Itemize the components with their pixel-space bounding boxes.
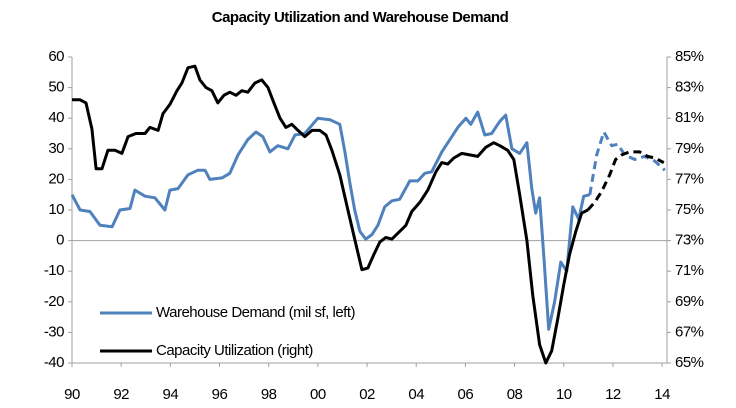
x-tick-label: 02 (359, 386, 375, 403)
x-tick-label: 90 (64, 386, 80, 403)
forecast-line (586, 150, 665, 212)
x-tick-label: 94 (163, 386, 179, 403)
data-line (72, 64, 589, 365)
y2-tick-label: 85% (675, 48, 704, 65)
y2-tick-label: 83% (675, 79, 704, 96)
x-tick-label: 12 (605, 386, 621, 403)
y2-tick-label: 77% (675, 170, 704, 187)
y2-tick-label: 69% (675, 293, 704, 310)
legend-label: Capacity Utilization (right) (156, 342, 313, 359)
y2-tick-label: 73% (675, 232, 704, 249)
legend-label: Warehouse Demand (mil sf, left) (156, 304, 356, 321)
y-tick-label: 50 (48, 79, 64, 96)
y-tick-label: -30 (44, 323, 64, 340)
y2-tick-label: 71% (675, 262, 704, 279)
x-tick-label: 14 (654, 386, 670, 403)
y-tick-label: -40 (44, 354, 64, 371)
y2-tick-label: 81% (675, 109, 704, 126)
chart-title: Capacity Utilization and Warehouse Deman… (212, 9, 509, 26)
y2-tick-label: 75% (675, 201, 704, 218)
x-tick-label: 92 (113, 386, 129, 403)
y2-tick-label: 65% (675, 354, 704, 371)
x-tick-label: 98 (261, 386, 277, 403)
y-tick-label: 20 (48, 170, 64, 187)
y-tick-label: -10 (44, 262, 64, 279)
x-tick-label: 96 (212, 386, 228, 403)
y2-tick-label: 79% (675, 140, 704, 157)
forecast-line (588, 130, 666, 195)
x-tick-label: 10 (556, 386, 572, 403)
x-tick-label: 00 (310, 386, 326, 403)
y-tick-label: 30 (48, 140, 64, 157)
y-tick-label: 0 (56, 232, 64, 249)
data-line (70, 110, 591, 331)
x-tick-label: 08 (507, 386, 523, 403)
y-tick-label: 60 (48, 48, 64, 65)
x-tick-label: 06 (458, 386, 474, 403)
y-tick-label: 10 (48, 201, 64, 218)
x-tick-label: 04 (408, 386, 424, 403)
y2-tick-label: 67% (675, 323, 704, 340)
legend-box (96, 299, 366, 357)
y-tick-label: 40 (48, 109, 64, 126)
y-tick-label: -20 (44, 293, 64, 310)
